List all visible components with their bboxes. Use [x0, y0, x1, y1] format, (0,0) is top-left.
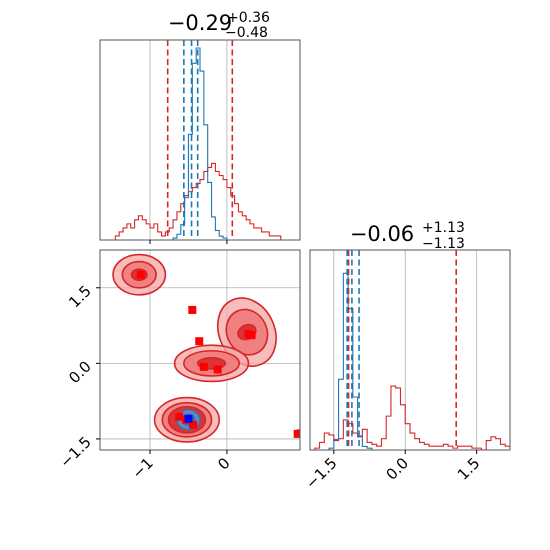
marker-wide [244, 330, 253, 339]
histogram-param-1-panel [99, 39, 301, 244]
title-param-1-lower: −0.48 [225, 25, 268, 41]
marker-wide [189, 420, 198, 429]
title-param-1-value: −0.29 [168, 11, 232, 35]
x-tick-label: 0 [214, 454, 233, 473]
marker-wide [296, 429, 300, 438]
marker-wide [213, 365, 222, 374]
histogram-param-2-panel: −1.5 0.0 1.5 [302, 249, 511, 493]
marker-wide [199, 362, 208, 371]
title-param-2-value: −0.06 [350, 222, 414, 246]
y-tick-label: 0.0 [65, 357, 95, 387]
histogram-layer [100, 47, 300, 240]
x-tick-label: −1 [128, 454, 156, 482]
joint-distribution-panel: −1 0 1.5 0.0 −1.5 [56, 249, 301, 482]
x-tick-label: −1.5 [302, 454, 340, 492]
histogram-wide-series [100, 162, 300, 240]
contour-layer [112, 253, 300, 443]
marker-wide [136, 270, 145, 279]
title-param-2-upper: +1.13 [422, 220, 465, 236]
marker-wide [175, 412, 184, 421]
axes-frame [99, 249, 301, 451]
x-tick-label: 1.5 [454, 454, 484, 484]
marker-narrow [184, 414, 193, 423]
title-param-2: −0.06 [350, 222, 414, 246]
histogram-narrow-series [100, 47, 300, 240]
title-param-2-lower: −1.13 [422, 236, 465, 252]
histogram-narrow-series [310, 272, 510, 450]
marker-wide [195, 337, 204, 346]
y-tick-label: 1.5 [65, 282, 95, 312]
marker-wide [188, 305, 197, 314]
x-tick-label: 0.0 [382, 454, 412, 484]
axes-frame [309, 249, 511, 451]
title-param-1: −0.29 [168, 11, 232, 35]
histogram-layer [310, 272, 510, 450]
title-param-1-upper: +0.36 [227, 10, 270, 26]
histogram-wide-series [310, 385, 510, 450]
axes-frame [99, 39, 301, 241]
y-tick-label: −1.5 [56, 433, 94, 471]
